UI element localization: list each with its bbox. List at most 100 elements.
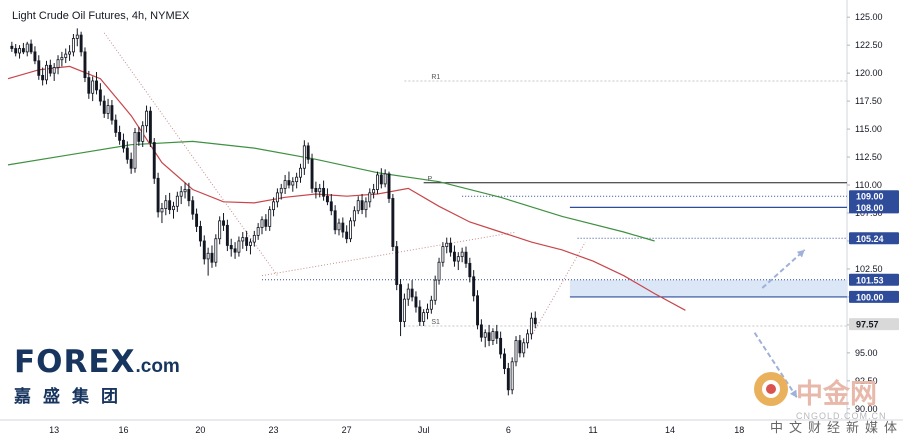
candle-body bbox=[418, 306, 422, 322]
brand-name: FOREX bbox=[14, 344, 136, 380]
candle-body bbox=[156, 177, 160, 213]
candle-body bbox=[187, 189, 191, 202]
candle-body bbox=[191, 200, 195, 215]
candle-body bbox=[437, 261, 441, 281]
candle-body bbox=[422, 312, 426, 322]
candle-body bbox=[175, 195, 179, 207]
candle-body bbox=[91, 80, 95, 94]
candle-body bbox=[360, 200, 364, 211]
candle-body bbox=[514, 340, 518, 363]
forecast-arrow-up-head bbox=[796, 249, 805, 258]
candle-body bbox=[118, 132, 122, 141]
y-tick-label: 125.00 bbox=[855, 12, 883, 22]
candle-body bbox=[391, 198, 395, 247]
candle-body bbox=[25, 43, 29, 53]
candle-body bbox=[383, 173, 387, 185]
candle-body bbox=[98, 89, 102, 102]
x-tick-label: 16 bbox=[118, 425, 128, 435]
candle-body bbox=[145, 110, 149, 127]
watermark-name: 中金网 bbox=[796, 379, 877, 410]
candle-body bbox=[433, 279, 437, 301]
price-tag-label: 108.00 bbox=[856, 203, 884, 213]
candle-body bbox=[172, 205, 175, 211]
candle-body bbox=[71, 38, 75, 53]
sma-red-line bbox=[7, 65, 686, 311]
candle-body bbox=[368, 192, 372, 203]
candle-body bbox=[233, 248, 237, 253]
candle-body bbox=[306, 145, 310, 160]
candle-body bbox=[245, 237, 249, 246]
candle-body bbox=[41, 74, 45, 81]
candle-body bbox=[464, 251, 468, 264]
candle-body bbox=[399, 284, 403, 322]
x-tick-label: 27 bbox=[342, 425, 352, 435]
candle-body bbox=[295, 176, 299, 183]
candle-body bbox=[510, 361, 514, 391]
candle-body bbox=[426, 308, 429, 313]
candle-body bbox=[252, 234, 256, 243]
price-tag bbox=[849, 190, 899, 203]
candle-body bbox=[137, 132, 141, 142]
price-tag-label: 100.00 bbox=[856, 292, 884, 302]
y-tick-label: 102.50 bbox=[855, 264, 883, 274]
candle-body bbox=[479, 324, 483, 338]
candle-body bbox=[476, 295, 479, 326]
candle-body bbox=[218, 220, 222, 240]
candle-body bbox=[237, 240, 241, 253]
candle-body bbox=[291, 181, 295, 186]
candle-body bbox=[356, 200, 360, 212]
candle-body bbox=[364, 201, 368, 211]
candle-body bbox=[122, 139, 125, 149]
level-label: P bbox=[428, 176, 433, 183]
candle-body bbox=[33, 51, 37, 62]
candle-body bbox=[529, 317, 533, 335]
candle-body bbox=[533, 317, 537, 325]
x-tick-label: 13 bbox=[49, 425, 59, 435]
candle-body bbox=[318, 187, 322, 193]
candle-body bbox=[95, 80, 98, 91]
candle-body bbox=[29, 43, 33, 53]
price-tag bbox=[849, 273, 899, 286]
candle-body bbox=[472, 276, 476, 297]
x-tick-label: Jul bbox=[418, 425, 430, 435]
candle-body bbox=[518, 340, 522, 354]
candle-body bbox=[164, 200, 168, 209]
candle-body bbox=[441, 246, 445, 263]
y-tick-label: 122.50 bbox=[855, 40, 883, 50]
candle-body bbox=[214, 238, 218, 263]
candle-body bbox=[18, 48, 22, 54]
candle-body bbox=[314, 187, 318, 193]
candle-body bbox=[168, 200, 172, 211]
price-tag bbox=[849, 232, 899, 245]
candle-body bbox=[456, 256, 460, 262]
candle-body bbox=[352, 210, 356, 222]
candle-body bbox=[406, 288, 410, 300]
x-tick-label: 18 bbox=[734, 425, 744, 435]
brand-suffix: .com bbox=[135, 356, 180, 377]
candle-body bbox=[14, 48, 18, 54]
candle-body bbox=[110, 105, 114, 121]
candle-body bbox=[206, 252, 210, 260]
candle-body bbox=[376, 174, 379, 190]
candle-body bbox=[322, 187, 326, 197]
highlight-zone bbox=[569, 279, 847, 297]
candle-body bbox=[83, 51, 87, 79]
candle-body bbox=[152, 142, 156, 179]
price-tag-label: 105.24 bbox=[856, 234, 884, 244]
chart-title: Light Crude Oil Futures, 4h, NYMEX bbox=[12, 10, 190, 22]
candle-body bbox=[68, 51, 72, 55]
x-tick-label: 23 bbox=[269, 425, 279, 435]
x-tick-label: 6 bbox=[506, 425, 511, 435]
candle-body bbox=[491, 331, 495, 341]
candle-body bbox=[468, 262, 472, 278]
y-tick-label: 90.00 bbox=[855, 404, 878, 414]
candle-body bbox=[114, 119, 118, 133]
candle-body bbox=[256, 227, 260, 236]
candle-body bbox=[160, 208, 164, 213]
candle-body bbox=[198, 226, 202, 242]
candle-body bbox=[229, 245, 233, 250]
candle-body bbox=[460, 251, 464, 258]
candle-body bbox=[45, 64, 48, 81]
candle-body bbox=[337, 222, 341, 231]
